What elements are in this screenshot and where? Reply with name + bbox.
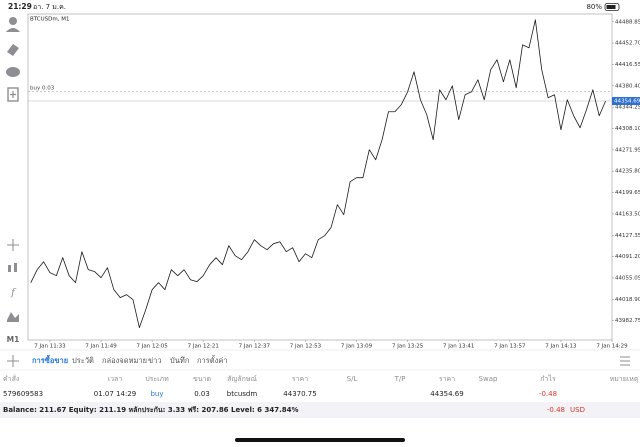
- battery-icon: [604, 3, 620, 11]
- orders-table: คำสั่ง เวลา ประเภท ขนาด สัญลักษณ์ ราคา S/L T/P ร…: [3, 374, 639, 398]
- last-price-label: 44354.69: [614, 98, 640, 104]
- summary-bar: [0, 402, 640, 418]
- table-cell: btcusdm: [227, 390, 258, 398]
- x-tick-label: 7 Jan 13:41: [443, 344, 474, 350]
- chart: 44488.85 44452.70 44416.55 44380.40 44344.25…: [28, 19, 640, 350]
- add-button[interactable]: [7, 355, 19, 367]
- table-cell: 579609583: [3, 390, 43, 398]
- chart-title: BTCUSDm, M1: [30, 17, 70, 23]
- table-cell: -0.48: [539, 390, 557, 398]
- y-tick-label: 44163.50: [615, 211, 640, 217]
- y-tick-label: 44416.55: [615, 62, 640, 68]
- x-tick-label: 7 Jan 13:09: [341, 344, 373, 350]
- tab-bar: การซื้อขาย ประวัติ กล่องจดหมาย ข่าว บันทึก กา…: [32, 354, 228, 365]
- column-header: หมายเหตุ: [610, 375, 639, 383]
- y-tick-label: 43982.75: [615, 318, 640, 324]
- x-tick-label: 7 Jan 11:33: [34, 344, 66, 350]
- y-tick-label: 44235.80: [615, 169, 640, 175]
- y-tick-label: 44055.05: [615, 275, 640, 281]
- tab[interactable]: ประวัติ: [72, 356, 94, 365]
- column-header: ขนาด: [193, 375, 211, 383]
- column-header: Swap: [479, 375, 498, 383]
- left-toolbar: f M1: [6, 17, 20, 344]
- new-order-plus: [10, 91, 16, 98]
- home-indicator: [235, 438, 405, 442]
- y-tick-label: 44308.10: [615, 126, 640, 132]
- price-line: [30, 19, 606, 329]
- table-cell: 01.07 14:29: [94, 390, 136, 398]
- account-icon[interactable]: [9, 17, 17, 25]
- x-tick-label: 7 Jan 12:53: [290, 344, 322, 350]
- account-summary: Balance: 211.67 Equity: 211.19 หลักประกั…: [3, 406, 298, 414]
- tab[interactable]: บันทึก: [170, 356, 189, 365]
- status-date: อา. 7 ม.ค.: [33, 3, 66, 11]
- last-price-box: [612, 96, 640, 105]
- x-tick-label: 7 Jan 12:37: [239, 344, 271, 350]
- chart-frame: [27, 13, 613, 341]
- y-tick-label: 44091.20: [615, 254, 640, 260]
- column-header: กำไร: [540, 374, 556, 383]
- indicators-icon[interactable]: f: [10, 288, 17, 299]
- y-tick-label: 44344.25: [615, 105, 640, 111]
- y-tick-label: 44271.95: [615, 147, 640, 153]
- account-icon-body[interactable]: [6, 28, 20, 32]
- x-tick-label: 7 Jan 14:29: [596, 344, 628, 350]
- x-tick-label: 7 Jan 11:49: [85, 344, 117, 350]
- buy-order-label: buy 0.03: [30, 86, 55, 92]
- trade-icon[interactable]: [7, 44, 19, 56]
- y-tick-label: 44380.40: [615, 83, 640, 89]
- column-header: คำสั่ง: [3, 374, 19, 383]
- y-tick-label: 44127.35: [615, 233, 640, 239]
- column-header: สัญลักษณ์: [227, 375, 257, 383]
- column-header: ราคา: [439, 375, 455, 383]
- candles-icon[interactable]: [8, 265, 11, 272]
- x-tick-label: 7 Jan 12:05: [136, 344, 168, 350]
- column-header: T/P: [394, 375, 406, 383]
- objects-icon[interactable]: [7, 312, 19, 322]
- table-cell: 44354.69: [430, 390, 463, 398]
- x-tick-label: 7 Jan 13:57: [494, 344, 526, 350]
- sort-icon[interactable]: [620, 356, 630, 366]
- total-profit: -0.48: [547, 406, 565, 414]
- x-tick-label: 7 Jan 14:13: [545, 344, 577, 350]
- table-cell: 44370.75: [283, 390, 316, 398]
- y-tick-label: 44488.85: [615, 19, 640, 25]
- candles-icon-2: [14, 263, 17, 272]
- table-cell: buy: [150, 390, 163, 398]
- column-header: S/L: [347, 375, 358, 383]
- y-tick-label: 44018.90: [615, 297, 640, 303]
- x-tick-label: 7 Jan 12:21: [188, 344, 219, 350]
- tab[interactable]: กล่องจดหมาย: [102, 356, 147, 365]
- y-tick-label: 44199.65: [615, 190, 640, 196]
- column-header: เวลา: [108, 375, 123, 383]
- new-order-icon[interactable]: [7, 87, 19, 102]
- tab[interactable]: การซื้อขาย: [32, 354, 68, 365]
- timeframe-button[interactable]: M1: [7, 335, 20, 344]
- chat-icon[interactable]: [6, 67, 20, 77]
- y-tick-label: 44452.70: [615, 41, 640, 47]
- status-time: 21:29: [8, 2, 32, 11]
- column-header: ราคา: [292, 375, 308, 383]
- crosshair-icon[interactable]: [7, 239, 19, 251]
- x-tick-label: 7 Jan 13:25: [392, 344, 424, 350]
- currency: USD: [570, 406, 585, 414]
- table-cell: 0.03: [194, 390, 210, 398]
- column-header: ประเภท: [145, 375, 169, 383]
- battery-fill: [606, 5, 616, 9]
- tab[interactable]: การตั้งค่า: [197, 355, 228, 365]
- battery-level: 80%: [586, 3, 602, 11]
- tab[interactable]: ข่าว: [148, 356, 162, 365]
